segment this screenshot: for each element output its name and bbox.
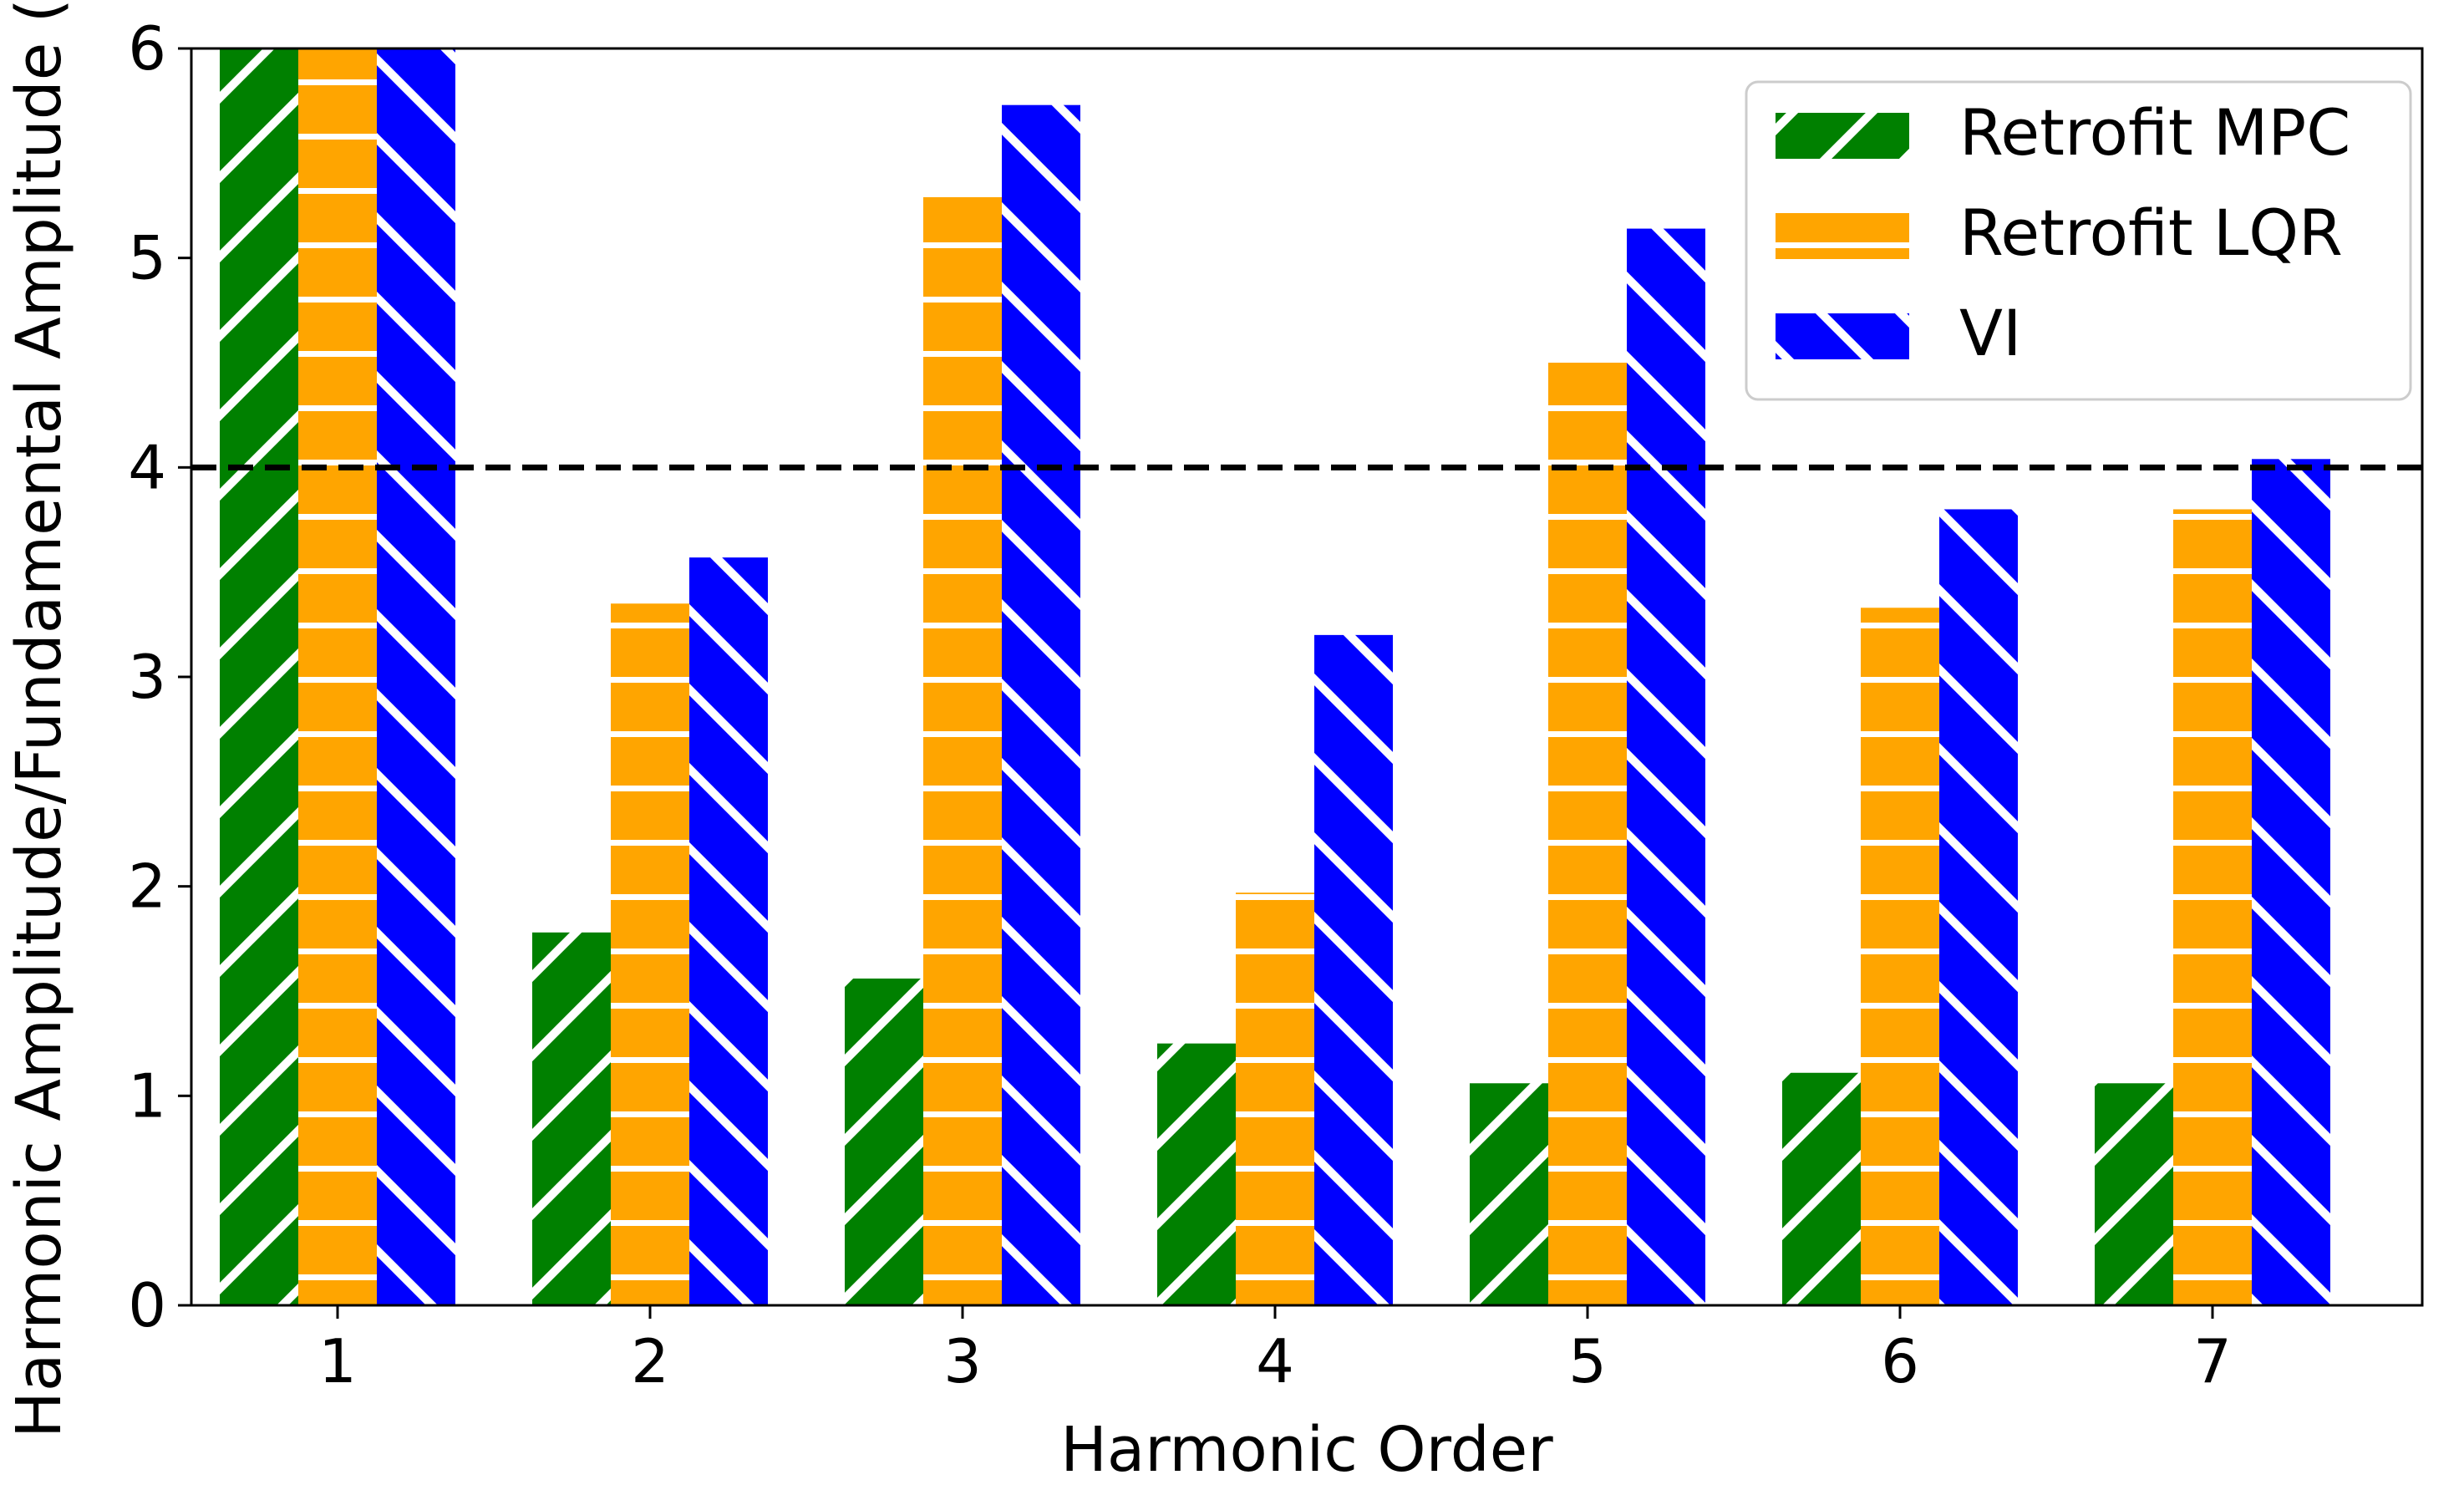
legend-label: VI — [1959, 296, 2021, 370]
bars-layer — [220, 48, 2330, 1305]
bar-retrofit-mpc-h1 — [220, 48, 298, 1305]
x-tick-label: 1 — [318, 1326, 357, 1396]
bar-retrofit-lqr-h4 — [1236, 892, 1314, 1305]
bar-retrofit-lqr-h5 — [1548, 363, 1627, 1305]
x-tick-label: 4 — [1256, 1326, 1294, 1396]
y-tick-label: 1 — [128, 1060, 166, 1131]
x-axis: 1 2 3 4 5 6 7 — [318, 1305, 2232, 1396]
y-tick-label: 4 — [128, 432, 166, 502]
x-tick-label: 7 — [2193, 1326, 2232, 1396]
y-tick-label: 3 — [128, 642, 166, 712]
legend-swatch — [1776, 213, 1909, 259]
legend-swatch — [1776, 113, 1909, 159]
bar-vi-h2 — [689, 557, 768, 1305]
bar-retrofit-lqr-h1 — [298, 48, 377, 1305]
x-tick-label: 6 — [1881, 1326, 1919, 1396]
x-tick-label: 3 — [943, 1326, 982, 1396]
legend-label: Retrofit LQR — [1959, 196, 2343, 270]
bar-retrofit-lqr-h2 — [611, 603, 689, 1305]
bar-vi-h5 — [1627, 228, 1705, 1305]
bar-retrofit-mpc-h5 — [1470, 1083, 1548, 1305]
bar-retrofit-mpc-h3 — [845, 978, 923, 1305]
bar-retrofit-lqr-h6 — [1861, 608, 1939, 1305]
bar-retrofit-lqr-h3 — [923, 196, 1002, 1305]
bar-retrofit-mpc-h2 — [532, 932, 611, 1305]
bar-retrofit-mpc-h7 — [2095, 1083, 2173, 1305]
y-axis: 0 1 2 3 4 5 6 — [128, 13, 191, 1340]
y-tick-label: 5 — [128, 223, 166, 293]
y-tick-label: 2 — [128, 852, 166, 922]
bar-retrofit-mpc-h6 — [1782, 1072, 1861, 1305]
y-tick-label: 6 — [128, 13, 166, 84]
legend-label: Retrofit MPC — [1959, 95, 2350, 170]
y-axis-label: Harmonic Amplitude/Fundamental Amplitude… — [3, 0, 75, 1438]
legend: Retrofit MPC Retrofit LQR VI — [1745, 80, 2412, 401]
x-axis-label: Harmonic Order — [1060, 1414, 1553, 1486]
x-tick-label: 5 — [1568, 1326, 1607, 1396]
bar-vi-h6 — [1939, 509, 2018, 1305]
x-tick-label: 2 — [631, 1326, 669, 1396]
bar-vi-h7 — [2252, 459, 2330, 1305]
bar-retrofit-lqr-h7 — [2173, 509, 2252, 1305]
bar-vi-h1 — [377, 48, 455, 1305]
bar-vi-h3 — [1002, 104, 1080, 1305]
legend-swatch — [1776, 313, 1909, 359]
bar-retrofit-mpc-h4 — [1157, 1043, 1236, 1305]
bar-vi-h4 — [1314, 634, 1393, 1305]
legend-frame — [1745, 80, 2412, 401]
y-tick-label: 0 — [128, 1270, 166, 1340]
